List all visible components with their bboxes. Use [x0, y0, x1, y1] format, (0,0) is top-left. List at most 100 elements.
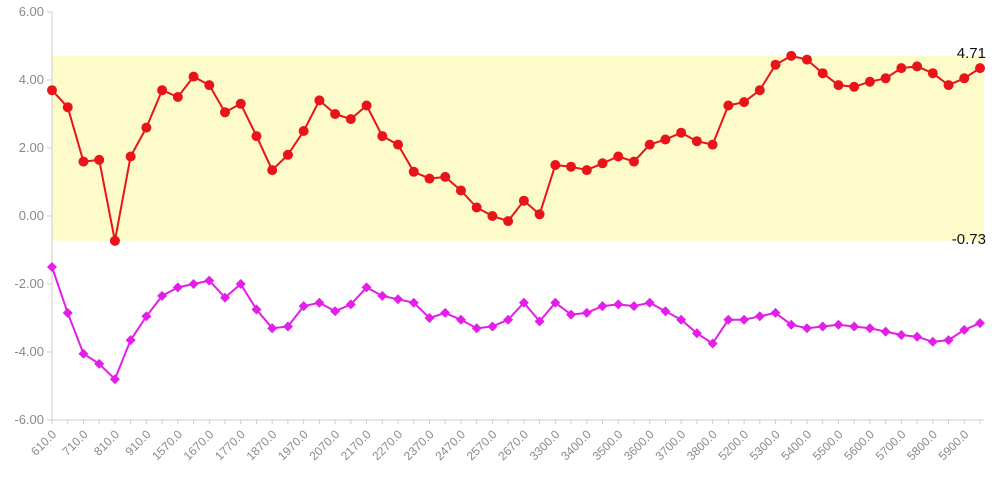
series-1-point — [550, 160, 561, 170]
series-1-point — [707, 139, 718, 150]
x-tick-label: 610.0 — [28, 427, 59, 458]
series-1-point — [581, 165, 592, 176]
x-tick-label: 5300.0 — [747, 427, 783, 463]
x-tick-label: 5800.0 — [904, 427, 940, 463]
series-2-point — [141, 311, 152, 322]
series-1-point — [786, 50, 797, 61]
series-1-point — [739, 97, 750, 108]
series-2-point — [125, 335, 136, 346]
series-2-point — [801, 323, 812, 334]
series-2-point — [880, 326, 891, 337]
x-tick-label: 2470.0 — [432, 427, 468, 463]
series-2-point — [707, 338, 718, 349]
x-tick-label: 3700.0 — [653, 427, 689, 463]
series-2-point — [723, 314, 734, 325]
series-2-point — [503, 314, 514, 325]
series-1-point — [628, 156, 639, 167]
series-2-point — [581, 307, 592, 318]
y-tick-label: -6.00 — [14, 412, 44, 427]
series-2-point — [188, 279, 199, 289]
series-2-point — [943, 335, 954, 346]
series-1-point — [377, 131, 388, 142]
series-1-point — [597, 158, 608, 169]
series-2-point — [660, 306, 671, 317]
range-band — [52, 55, 984, 241]
x-tick-label: 3500.0 — [590, 427, 626, 463]
x-tick-label: 5500.0 — [810, 427, 846, 463]
x-tick-label: 3600.0 — [621, 427, 657, 463]
x-tick-label: 3800.0 — [684, 427, 720, 463]
x-tick-label: 5400.0 — [778, 427, 814, 463]
series-2-point — [833, 319, 844, 330]
series-2-point — [817, 321, 828, 332]
series-1-point — [880, 73, 891, 84]
series-2-point — [94, 358, 105, 369]
series-2-point — [550, 297, 561, 308]
x-tick-label: 2370.0 — [401, 427, 437, 463]
series-2-point — [282, 321, 293, 332]
y-tick-label: -2.00 — [14, 276, 44, 291]
series-2-point — [912, 331, 923, 342]
series-1-point — [424, 173, 435, 184]
series-2-point — [770, 307, 781, 318]
series-1-point — [62, 102, 73, 113]
series-1-point — [345, 114, 356, 125]
series-2-point — [267, 323, 278, 334]
series-1-point — [503, 216, 514, 227]
series-2-point — [691, 328, 702, 339]
series-1-point — [220, 107, 231, 118]
series-2-point — [109, 374, 120, 385]
series-1-point — [471, 202, 482, 213]
series-1-point — [833, 80, 844, 91]
series-2-point — [78, 348, 89, 359]
series-1-point — [251, 131, 262, 142]
series-2-point — [471, 323, 482, 334]
y-tick-label: 2.00 — [19, 140, 44, 155]
series-2-point — [251, 304, 262, 315]
y-tick-label: 6.00 — [19, 4, 44, 19]
x-tick-label: 1970.0 — [275, 427, 311, 463]
series-2-point — [345, 299, 356, 310]
series-1-point — [455, 185, 466, 196]
series-1-point — [172, 92, 183, 102]
series-1-point — [235, 98, 246, 109]
series-1-point — [188, 71, 199, 82]
series-2-point — [377, 290, 388, 301]
series-2-point — [534, 316, 545, 327]
series-1-point — [314, 95, 325, 106]
series-1-point — [157, 85, 168, 96]
x-tick-label: 1870.0 — [244, 427, 280, 463]
series-2-point — [927, 336, 938, 347]
series-1-point — [912, 61, 923, 72]
series-2-point — [754, 311, 765, 322]
x-tick-label: 1570.0 — [149, 427, 185, 463]
series-2-point — [330, 306, 341, 317]
x-tick-label: 5900.0 — [936, 427, 972, 463]
series-1-point — [849, 81, 860, 92]
x-tick-label: 810.0 — [91, 427, 122, 458]
series-1-point — [943, 80, 954, 91]
series-2-point — [597, 301, 608, 312]
series-1-point — [959, 73, 970, 84]
series-1-point — [47, 85, 57, 96]
series-1-point — [691, 136, 702, 147]
series-2-point — [440, 307, 451, 318]
series-2-point — [220, 292, 231, 303]
x-tick-label: 2070.0 — [306, 427, 342, 463]
series-1-point — [723, 100, 734, 111]
series-1-point — [125, 151, 136, 162]
y-tick-label: 4.00 — [19, 72, 44, 87]
series-1-point — [613, 151, 624, 162]
series-1-point — [864, 76, 875, 87]
series-1-point — [927, 68, 938, 79]
series-1-point — [817, 68, 828, 79]
x-tick-label: 2270.0 — [369, 427, 405, 463]
x-tick-label: 710.0 — [60, 427, 91, 458]
series-1-point — [78, 156, 89, 167]
series-2-point — [393, 294, 404, 305]
series-1-point — [109, 235, 120, 246]
series-1-point — [975, 63, 985, 74]
series-2-point — [172, 282, 183, 293]
series-1-point — [393, 139, 404, 150]
